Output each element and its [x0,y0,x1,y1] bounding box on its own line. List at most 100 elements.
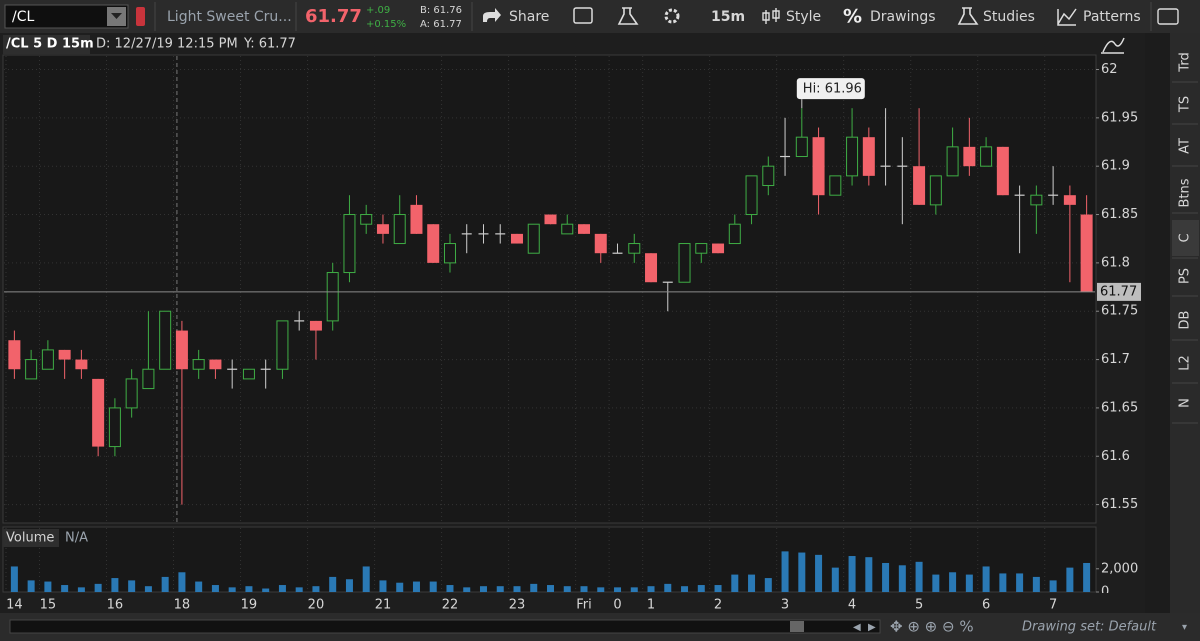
sidebar-tab[interactable]: L2 [1178,355,1193,371]
volume-bar [898,565,906,592]
candle-body [996,146,1009,196]
drawing-set[interactable]: Drawing set: Default [1022,620,1157,635]
x-tick-label: 6 [982,598,990,613]
button[interactable]: Drawings [870,9,936,25]
symbol[interactable]: /CL [12,9,34,25]
dropdown-arrow [111,13,122,19]
volume-bar [262,588,270,592]
sidebar-tab[interactable]: PS [1178,268,1193,284]
scroll-thumb[interactable] [790,621,804,632]
volume-bar [547,585,554,592]
x-tick-label: 15 [40,598,57,613]
volume-bar [999,573,1007,592]
candle-body [1080,214,1093,292]
scrollbar[interactable] [9,619,881,634]
link-icon[interactable] [136,7,145,26]
x-tick-label: 23 [509,598,526,613]
percent-icon: % [843,6,862,28]
sidebar-tab[interactable]: DB [1178,311,1193,330]
x-tick-label: 7 [1049,598,1057,613]
candle-body [242,368,255,380]
candle-body [41,349,54,370]
volume-bar [195,581,203,592]
volume-bar [764,578,772,592]
volume-bar [714,585,722,592]
price-pane [2,54,1097,524]
candle-body [929,175,942,206]
candle-body [795,136,808,158]
toolbar [0,0,1200,33]
gear-icon[interactable] [664,8,680,24]
volume-bar [731,574,739,592]
cursor-value: Y: 61.77 [243,37,296,52]
volume-bar [965,574,973,592]
volume-bar [496,586,504,592]
x-tick-label: 20 [308,598,325,613]
scroll-left[interactable]: ◀ [853,622,861,633]
footer-icons[interactable]: ✥ ⊕ ⊕ ⊖ % [890,618,974,636]
volume-bar [1083,562,1091,592]
button[interactable]: Patterns [1083,9,1141,25]
scroll-right[interactable]: ▶ [868,622,876,633]
candle-body [812,137,825,196]
volume-bar [94,583,102,592]
x-tick-label: 14 [6,598,23,613]
candle-body [1030,194,1043,206]
expand-icon[interactable] [1101,37,1125,54]
candle-body [578,224,591,234]
title-box [3,35,90,54]
sidebar-tab[interactable]: Btns [1178,178,1193,207]
symbol-box[interactable] [4,4,129,29]
description: Light Sweet Cru... [167,9,292,25]
volume-bar [61,585,69,592]
volume-bar [77,587,85,592]
candle-body [92,378,105,447]
button[interactable]: Share [509,9,549,25]
volume-bar [1066,567,1074,592]
menu-icon[interactable] [1157,8,1179,25]
icon[interactable] [573,7,593,24]
x-tick-label: 16 [107,598,124,613]
candle-body [678,243,691,283]
change-pct: +0.15% [366,19,406,30]
volume-bar [1032,576,1040,592]
volume-bar [128,580,136,592]
sidebar-tab[interactable]: C [1178,233,1193,242]
volume-bar [798,552,806,592]
volume-bar [463,587,471,592]
volume-bar [345,579,353,592]
candle-body [527,223,540,254]
x-tick-label: Fri [576,598,592,613]
volume-bar [278,585,286,592]
candle-body [594,233,607,254]
volume-bar [530,583,538,592]
style-icon [762,8,780,24]
volume-title-box [3,529,59,547]
volume-bar [379,580,387,592]
button[interactable]: 15m [711,9,745,25]
candle-body [108,407,121,448]
sidebar-tab[interactable]: TS [1178,96,1193,113]
button[interactable]: Style [786,9,821,25]
tab-selected [1172,220,1199,256]
sidebar-tab[interactable]: Trd [1178,52,1193,72]
volume-bar [915,561,923,592]
volume-bar [580,586,588,592]
candle-body [862,137,875,176]
button[interactable]: Studies [983,9,1035,25]
flask-icon[interactable] [617,7,639,25]
drawing-set-arrow[interactable]: ▾ [1182,622,1187,633]
volume-bar [513,586,521,592]
x-tick-label: 22 [442,598,459,613]
y-tick-label: 62 [1101,62,1118,77]
volume-bar [882,562,890,592]
sidebar-tab[interactable]: N [1178,398,1193,408]
candle-body [695,243,708,254]
y-tick-label: 61.8 [1101,255,1130,270]
x-tick-label: 5 [915,598,923,613]
bid: B: 61.76 [420,5,462,16]
volume-bar [295,587,303,592]
sidebar-tab[interactable]: AT [1178,138,1193,154]
last-price-label: 61.77 [1100,284,1137,299]
candle-body [276,320,289,370]
